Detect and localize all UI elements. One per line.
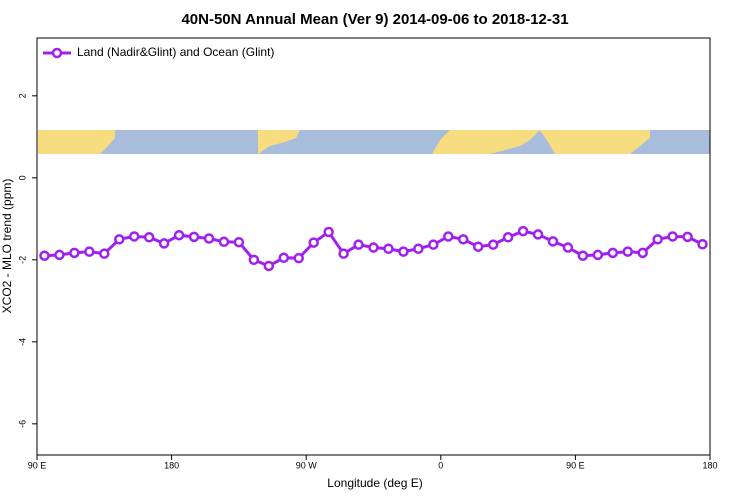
chart-title: 40N-50N Annual Mean (Ver 9) 2014-09-06 t… xyxy=(181,11,568,28)
plot-frame xyxy=(36,37,711,456)
data-point xyxy=(308,237,319,248)
data-point xyxy=(233,236,245,248)
data-point xyxy=(457,234,469,245)
x-tick-label: 180 xyxy=(702,460,717,470)
data-point xyxy=(443,231,454,242)
legend-marker xyxy=(51,47,63,59)
x-tick-label: 0 xyxy=(438,460,443,470)
data-point xyxy=(607,247,619,259)
data-point xyxy=(577,250,589,261)
y-axis-label: XCO2 - MLO trend (ppm) xyxy=(0,179,14,314)
data-point xyxy=(637,247,648,259)
data-point xyxy=(278,252,290,264)
data-point xyxy=(84,246,95,257)
data-point xyxy=(562,242,574,253)
data-point xyxy=(398,246,409,257)
data-point xyxy=(188,231,200,243)
y-tick-label: -2 xyxy=(17,256,27,264)
data-point xyxy=(383,243,394,255)
y-tick-label: 2 xyxy=(17,93,27,98)
data-point xyxy=(128,231,140,242)
data-point xyxy=(472,241,484,252)
y-tick-label: -4 xyxy=(17,338,27,346)
data-point xyxy=(323,226,334,238)
y-tick-label: -6 xyxy=(17,420,27,428)
data-point xyxy=(667,231,678,242)
data-point xyxy=(428,239,439,250)
data-point xyxy=(293,252,304,264)
data-point xyxy=(114,234,125,245)
data-point xyxy=(547,236,559,247)
data-point xyxy=(622,246,633,257)
data-point xyxy=(173,229,185,241)
x-tick-label: 180 xyxy=(164,460,179,470)
data-point xyxy=(353,239,364,250)
x-axis-label: Longitude (deg E) xyxy=(327,476,422,490)
data-point xyxy=(248,254,260,266)
legend-label: Land (Nadir&Glint) and Ocean (Glint) xyxy=(77,45,274,59)
data-point xyxy=(532,229,544,240)
data-point xyxy=(592,249,604,261)
data-point xyxy=(338,248,349,259)
data-point xyxy=(413,243,424,255)
data-point xyxy=(143,232,155,243)
map-strip xyxy=(38,130,710,154)
data-point xyxy=(682,231,693,243)
data-point xyxy=(697,238,708,250)
y-tick-label: 0 xyxy=(17,175,27,180)
data-point xyxy=(158,238,170,249)
data-point xyxy=(99,248,110,259)
data-point xyxy=(502,232,514,243)
data-point xyxy=(54,249,65,261)
x-tick-label: 90 E xyxy=(28,460,47,470)
data-point xyxy=(39,250,50,261)
data-point xyxy=(203,233,215,244)
data-point xyxy=(517,225,529,237)
data-point xyxy=(487,239,499,250)
data-point xyxy=(652,234,663,245)
data-point xyxy=(69,247,80,259)
x-tick-label: 90 W xyxy=(296,460,318,470)
data-point xyxy=(218,236,230,248)
data-point xyxy=(368,242,379,253)
x-tick-label: 90 E xyxy=(566,460,585,470)
data-point xyxy=(263,260,275,272)
